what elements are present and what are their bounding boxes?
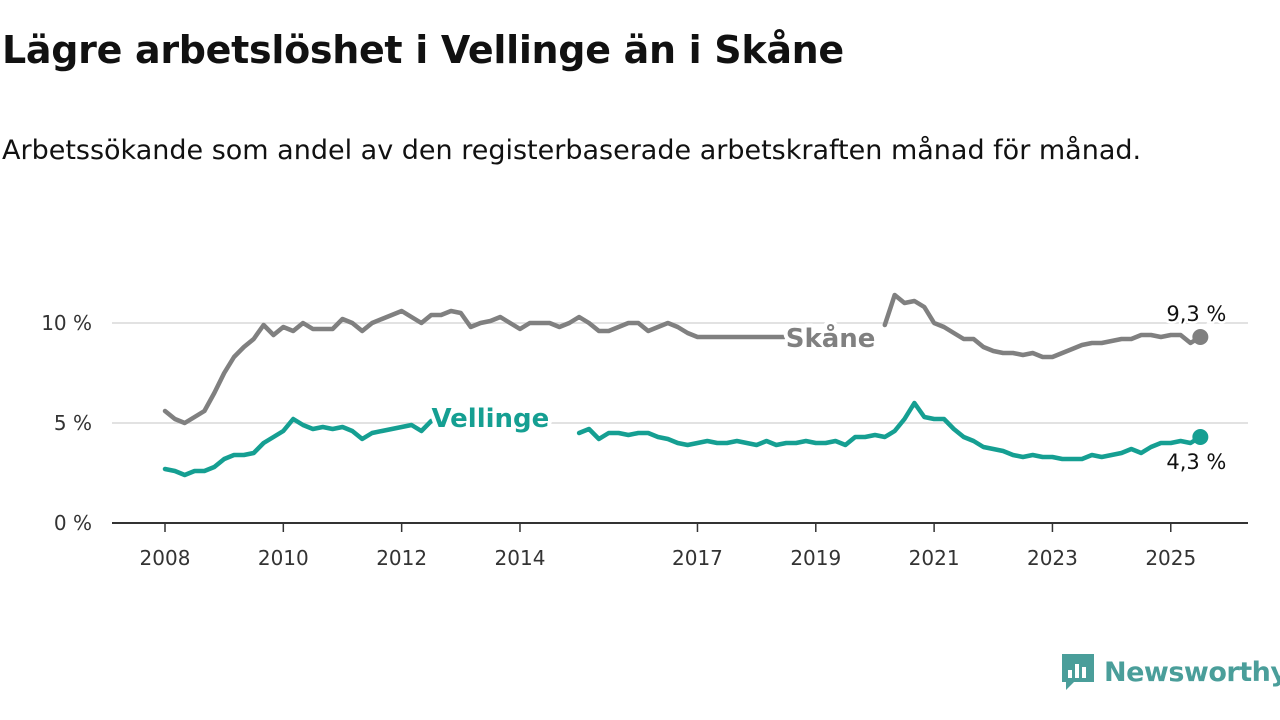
x-tick-label: 2019 [790, 546, 841, 570]
x-tick-label: 2025 [1145, 546, 1196, 570]
x-tick-label: 2021 [909, 546, 960, 570]
x-tick-label: 2008 [140, 546, 191, 570]
newsworthy-logo-icon [1062, 654, 1094, 690]
x-axis: 2008 2010 2012 2014 2017 2019 2021 2023 2025 [112, 522, 1248, 570]
chart-title: Lägre arbetslöshet i Vellinge än i Skåne [2, 28, 844, 72]
chart-subtitle: Arbetssökande som andel av den registerb… [2, 135, 1142, 166]
series-line-skane [162, 292, 1203, 426]
y-tick-label: 10 % [41, 311, 92, 335]
end-value-label-vellinge: 4,3 % [1166, 450, 1226, 474]
end-point-skane [1192, 329, 1209, 345]
y-tick-label: 0 % [54, 511, 92, 535]
brand-name: Newsworthy [1104, 656, 1280, 688]
series-line-vellinge [162, 400, 1203, 478]
grid-lines: 0 % 5 % 10 % [41, 311, 1248, 535]
series-lines [162, 292, 1209, 478]
x-tick-label: 2017 [672, 546, 723, 570]
series-name-skane: Skåne [786, 322, 876, 354]
series-labels: Skåne 9,3 % Vellinge 4,3 % [427, 300, 1228, 477]
x-tick-label: 2010 [258, 546, 309, 570]
x-tick-label: 2014 [495, 546, 546, 570]
x-tick-label: 2023 [1027, 546, 1078, 570]
newsworthy-logo: Newsworthy [1060, 652, 1280, 692]
end-value-label-skane: 9,3 % [1166, 302, 1226, 326]
y-tick-label: 5 % [54, 411, 92, 435]
x-tick-label: 2012 [376, 546, 427, 570]
series-name-vellinge: Vellinge [431, 404, 549, 434]
end-point-vellinge [1192, 429, 1209, 445]
